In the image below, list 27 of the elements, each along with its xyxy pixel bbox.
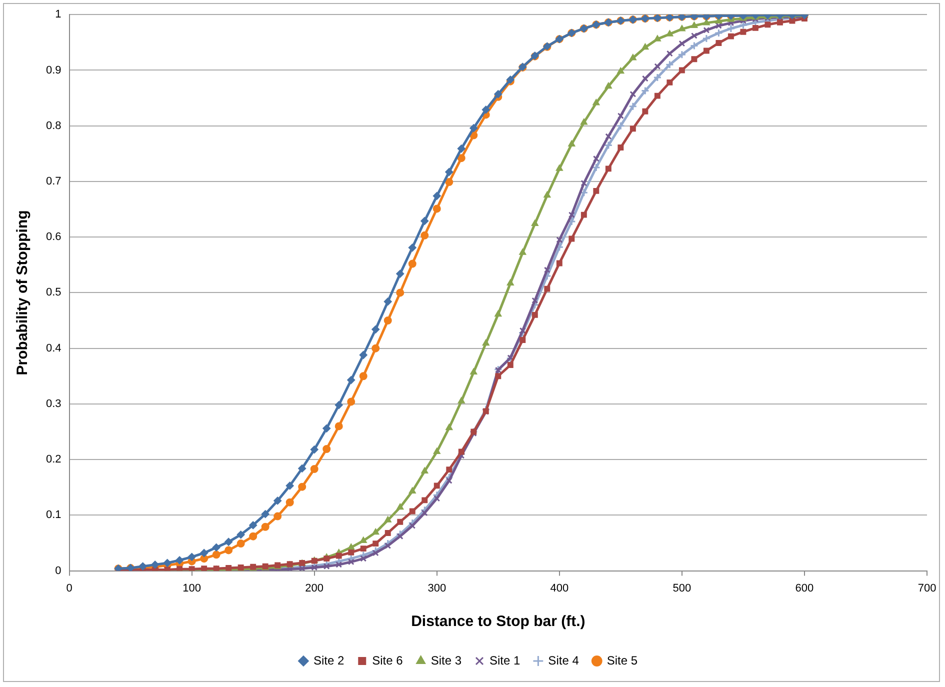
y-tick-label: 0.5 — [46, 286, 62, 299]
legend-label: Site 3 — [430, 653, 462, 668]
y-axis-title: Probability of Stopping — [14, 210, 32, 376]
y-tick-label: 0.1 — [46, 509, 62, 522]
x-tick-label: 400 — [550, 582, 569, 594]
legend-label: Site 5 — [606, 653, 638, 668]
y-tick-label: 0.7 — [46, 175, 62, 188]
legend-label: Site 4 — [548, 653, 580, 668]
x-tick-label: 500 — [672, 582, 692, 594]
x-tick-label: 700 — [918, 582, 936, 594]
y-tick-label: 0.9 — [46, 64, 62, 76]
x-tick-label: 0 — [66, 582, 72, 594]
y-tick-label: 0.2 — [46, 454, 62, 466]
y-tick-label: 0 — [55, 564, 62, 577]
legend-label: Site 1 — [490, 653, 521, 668]
y-tick-label: 0.6 — [46, 231, 62, 244]
legend-label: Site 6 — [372, 653, 404, 668]
x-tick-label: 600 — [795, 582, 814, 594]
x-tick-label: 200 — [305, 582, 324, 594]
x-axis-title: Distance to Stop bar (ft.) — [411, 613, 586, 630]
x-tick-label: 100 — [182, 582, 201, 594]
y-tick-label: 0.4 — [46, 342, 62, 354]
y-tick-label: 1 — [55, 8, 62, 21]
x-tick-label: 300 — [428, 582, 446, 594]
legend-label: Site 2 — [313, 653, 344, 668]
y-tick-label: 0.8 — [46, 120, 62, 132]
y-tick-label: 0.3 — [46, 398, 62, 410]
